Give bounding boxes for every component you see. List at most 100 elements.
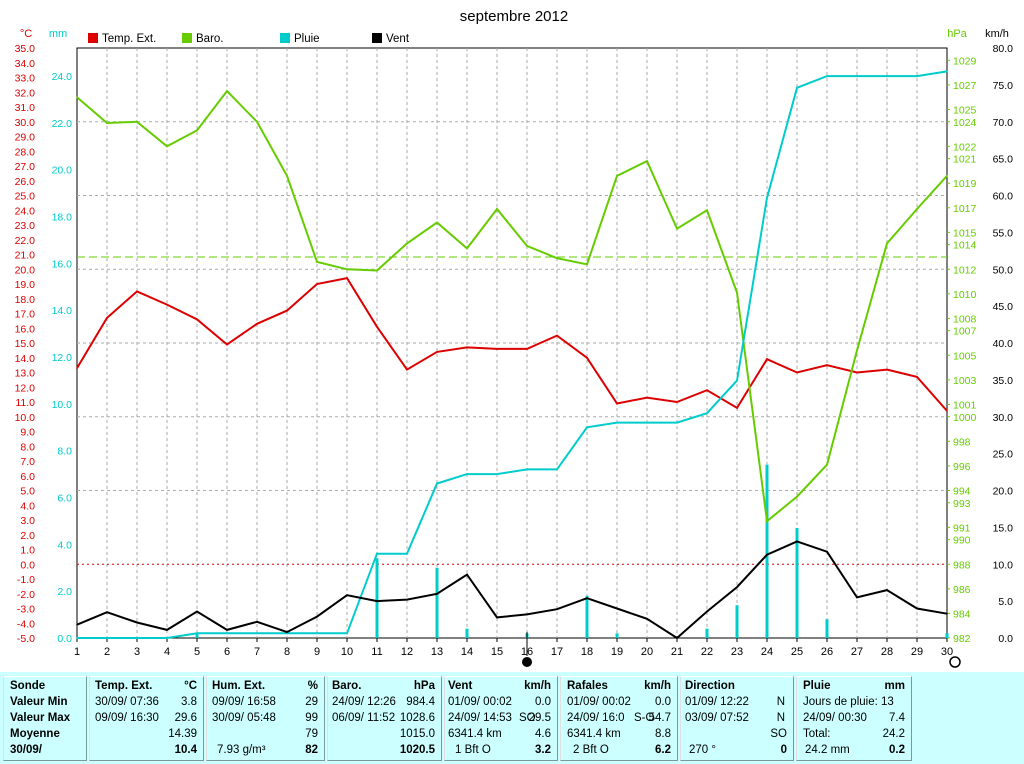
- temp-data-point: [496, 348, 498, 350]
- temp-tick-label: 32.0: [15, 87, 36, 99]
- baro-tick-label: 993: [953, 498, 971, 510]
- temp-min-value: 3.8: [181, 696, 197, 708]
- temp-data-point: [616, 402, 618, 405]
- wind-data-point: [856, 596, 858, 599]
- temp-tick-label: 23.0: [15, 220, 36, 232]
- rain-tick-label: 20.0: [52, 165, 73, 177]
- temp-data-point: [376, 325, 378, 328]
- baro-data-point: [586, 263, 588, 266]
- x-tick-label: 2: [104, 646, 110, 658]
- axis-ticks: 1 2 3 4 5 6 7 8 9 10 11 12 13 14 15 16 17 18 19 20 21 22 23 24 2…: [15, 43, 1014, 658]
- baro-tick-label: 1012: [953, 264, 977, 276]
- row-label-min: Valeur Min: [10, 696, 68, 708]
- temp-tick-label: 24.0: [15, 205, 36, 217]
- x-tick-label: 21: [671, 646, 683, 658]
- wind-data-point: [526, 613, 528, 616]
- rain-data-point: [826, 75, 828, 77]
- hum-header: Hum. Ext.: [212, 680, 266, 692]
- gust-header: Rafales: [567, 680, 608, 692]
- rain-data-point: [316, 632, 318, 635]
- hum-min-value: 29: [305, 696, 318, 708]
- temp-data-point: [346, 277, 348, 279]
- temp-tick-label: 12.0: [15, 382, 36, 394]
- wind-data-point: [886, 589, 888, 591]
- x-tick-label: 17: [551, 646, 563, 658]
- temp-data-point: [316, 283, 318, 285]
- temp-data-point: [196, 318, 198, 321]
- rain-data-point: [646, 421, 648, 424]
- temp-tick-label: 28.0: [15, 146, 36, 158]
- wind-data-point: [946, 612, 948, 615]
- rain-data-point: [166, 637, 168, 639]
- baro-tick-label: 1024: [953, 117, 977, 129]
- wind-tick-label: 50.0: [993, 264, 1014, 276]
- baro-data-point: [496, 208, 498, 210]
- wind-data-point: [346, 594, 348, 597]
- wind-unit: km/h: [524, 680, 551, 692]
- temp-tick-label: 19.0: [15, 279, 36, 291]
- baro-tick-label: 1022: [953, 141, 977, 153]
- rain-tick-label: 8.0: [57, 446, 72, 458]
- temp-axis-unit: °C: [20, 28, 32, 40]
- rain-data-point: [586, 426, 588, 429]
- baro-tick-label: 996: [953, 461, 971, 473]
- wind-data-point: [436, 592, 438, 595]
- wind-tick-label: 10.0: [993, 559, 1014, 571]
- full-moon-icon: [949, 656, 961, 668]
- temp-tick-label: 15.0: [15, 338, 36, 350]
- rain-data-point: [466, 473, 468, 475]
- rain-data-point: [346, 632, 348, 635]
- summary-humidity: Hum. Ext.% 09/09/ 16:58 29 30/09/ 05:48 99…: [206, 676, 325, 761]
- baro-data-point: [286, 175, 288, 177]
- baro-data-point: [316, 261, 318, 263]
- baro-max-datetime: 06/09/ 11:52: [332, 712, 396, 724]
- wind-data-point: [646, 618, 648, 620]
- legend-swatch-baro: [182, 33, 192, 43]
- gust-unit: km/h: [644, 680, 671, 692]
- baro-min-datetime: 24/09/ 12:26: [332, 696, 396, 708]
- baro-tick-label: 986: [953, 584, 971, 596]
- wind-data-point: [256, 620, 258, 623]
- wind-data-point: [616, 607, 618, 610]
- temp-data-point: [526, 348, 528, 350]
- wind-series-line: [76, 540, 948, 640]
- x-tick-label: 24: [761, 646, 773, 658]
- x-tick-label: 29: [911, 646, 923, 658]
- plot-area: [76, 70, 949, 640]
- x-tick-label: 4: [164, 646, 170, 658]
- baro-data-point: [166, 145, 168, 148]
- baro-data-point: [856, 349, 858, 352]
- gust-min-value: 0.0: [655, 696, 671, 708]
- temp-data-point: [916, 376, 918, 378]
- rain-data-point: [556, 468, 558, 471]
- rain-tick-label: 10.0: [52, 399, 73, 411]
- wind-tick-label: 60.0: [993, 191, 1014, 203]
- temp-tick-label: 5.0: [20, 486, 35, 498]
- legend-swatch-temp: [88, 33, 98, 43]
- legend: Temp. Ext. Baro. Pluie Vent: [88, 33, 410, 45]
- new-moon-icon: [522, 657, 532, 667]
- wind-data-point: [736, 586, 738, 588]
- baro-data-point: [136, 120, 138, 123]
- temp-tick-label: 16.0: [15, 323, 36, 335]
- wind-data-point: [556, 608, 558, 611]
- baro-data-point: [196, 129, 198, 132]
- rain-tick-label: 16.0: [52, 258, 73, 270]
- wind-tick-label: 75.0: [993, 80, 1014, 92]
- hum-max-value: 99: [305, 712, 318, 724]
- rain-data-point: [376, 552, 378, 555]
- temp-data-point: [586, 356, 588, 359]
- temp-tick-label: 34.0: [15, 58, 36, 70]
- wind-data-point: [286, 631, 288, 633]
- x-tick-label: 11: [371, 646, 382, 658]
- wind-data-point: [316, 615, 318, 618]
- temp-tick-label: 13.0: [15, 368, 36, 380]
- wind-data-point: [226, 629, 228, 631]
- rain-data-point: [856, 75, 858, 77]
- wind-tick-label: 25.0: [993, 449, 1014, 461]
- temp-tick-label: 18.0: [15, 294, 36, 306]
- temp-tick-label: 29.0: [15, 132, 36, 144]
- rain-tick-label: 18.0: [52, 212, 73, 224]
- summary-panel: Sonde Valeur Min Valeur Max Moyenne 30/0…: [0, 672, 1024, 764]
- rain-daily-bar: [375, 558, 379, 638]
